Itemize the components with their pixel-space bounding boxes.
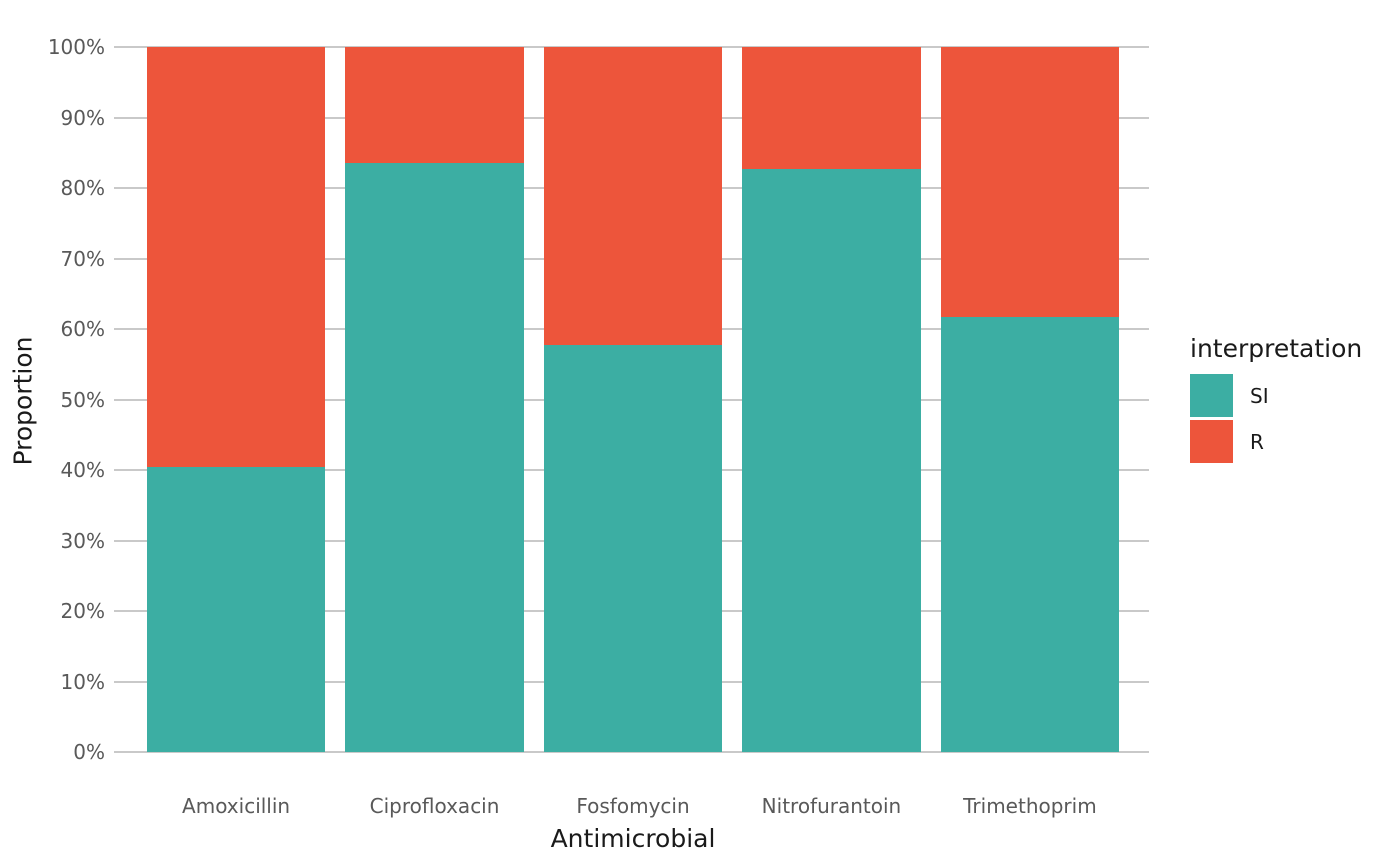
y-tick-label-100: 100% bbox=[47, 35, 105, 59]
x-tick-label-ciprofloxacin: Ciprofloxacin bbox=[369, 794, 500, 818]
bar-segment-trimethoprim-r bbox=[940, 47, 1120, 318]
y-tick-label-70: 70% bbox=[60, 246, 105, 271]
legend-item-si: SI bbox=[1190, 374, 1390, 417]
x-tick-label-nitrofurantoin: Nitrofurantoin bbox=[761, 794, 902, 818]
legend-label-si: SI bbox=[1250, 383, 1269, 408]
y-tick-label-30: 30% bbox=[60, 528, 105, 553]
legend-title: interpretation bbox=[1190, 334, 1363, 363]
legend-swatch-si-icon bbox=[1190, 374, 1233, 417]
legend-item-r: R bbox=[1190, 420, 1390, 463]
y-tick-label-50: 50% bbox=[60, 387, 105, 412]
y-tick-label-40: 40% bbox=[60, 458, 105, 482]
y-tick-label-10: 10% bbox=[60, 669, 105, 694]
bar-segment-nitrofurantoin-r bbox=[742, 47, 921, 169]
y-tick-label-90: 90% bbox=[60, 105, 105, 130]
x-axis-tick-labels: Amoxicillin Ciprofloxacin Fosfomycin Nitrof… bbox=[117, 794, 1149, 820]
legend-label-r: R bbox=[1250, 429, 1264, 454]
bar-segment-trimethoprim-si bbox=[940, 317, 1120, 752]
gridline-100 bbox=[114, 46, 1149, 48]
legend: interpretation SI R bbox=[1190, 334, 1390, 466]
bar-segment-fosfomycin-r bbox=[543, 47, 723, 346]
y-tick-label-80: 80% bbox=[60, 176, 105, 200]
bar-segment-amoxicillin-r bbox=[146, 47, 326, 468]
bar-segment-ciprofloxacin-r bbox=[345, 47, 524, 163]
bar-segment-ciprofloxacin-si bbox=[345, 162, 524, 752]
gridline-0 bbox=[114, 751, 1149, 753]
x-axis-title: Antimicrobial bbox=[550, 824, 716, 853]
bar-segment-fosfomycin-si bbox=[543, 345, 723, 752]
x-tick-label-trimethoprim: Trimethoprim bbox=[963, 794, 1097, 818]
plot-panel bbox=[114, 46, 1149, 753]
legend-swatch-r-icon bbox=[1190, 420, 1233, 463]
y-axis-tick-labels: 0% 10% 20% 30% 40% 50% 60% 70% 80% 90% 100% bbox=[0, 35, 105, 764]
bar-segment-nitrofurantoin-si bbox=[742, 168, 921, 752]
x-tick-label-fosfomycin: Fosfomycin bbox=[576, 794, 690, 818]
y-tick-label-0: 0% bbox=[73, 740, 105, 764]
x-tick-label-amoxicillin: Amoxicillin bbox=[182, 794, 291, 818]
y-tick-label-60: 60% bbox=[60, 317, 105, 341]
bar-segment-amoxicillin-si bbox=[146, 467, 326, 752]
y-tick-label-20: 20% bbox=[60, 599, 105, 623]
